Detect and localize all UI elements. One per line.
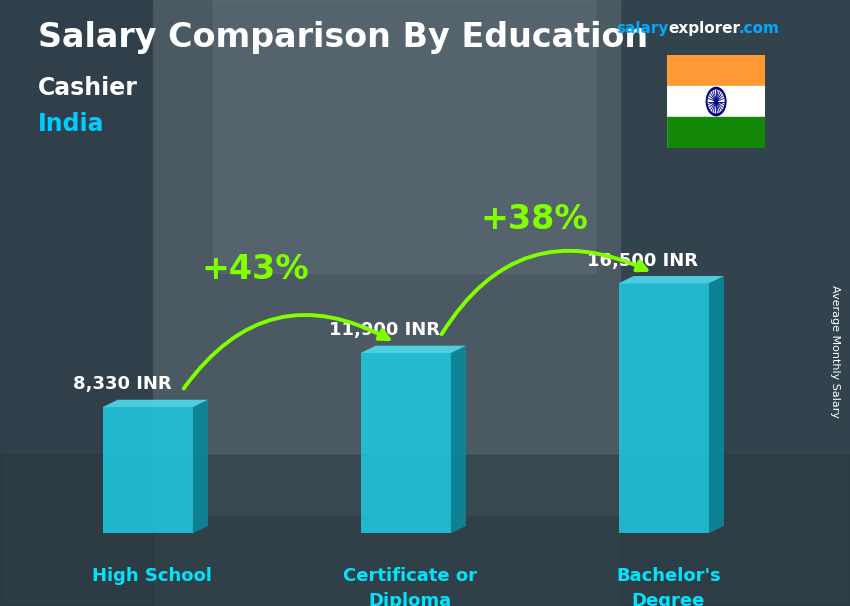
Text: +43%: +43%	[201, 253, 309, 286]
Text: 8,330 INR: 8,330 INR	[72, 376, 171, 393]
Polygon shape	[193, 400, 208, 533]
Circle shape	[706, 87, 726, 116]
Polygon shape	[360, 353, 450, 533]
Polygon shape	[619, 276, 724, 283]
Circle shape	[708, 90, 724, 113]
Text: 16,500 INR: 16,500 INR	[586, 251, 698, 270]
Text: .com: .com	[739, 21, 779, 36]
Bar	[0, 0, 153, 606]
Polygon shape	[450, 345, 466, 533]
Bar	[153, 0, 620, 515]
Text: India: India	[38, 112, 105, 136]
Polygon shape	[103, 400, 208, 407]
Polygon shape	[103, 407, 193, 533]
Text: +38%: +38%	[481, 203, 588, 236]
Text: High School: High School	[93, 567, 212, 585]
Text: explorer: explorer	[668, 21, 740, 36]
Text: Bachelor's
Degree: Bachelor's Degree	[616, 567, 721, 606]
Text: Cashier: Cashier	[38, 76, 138, 100]
Bar	[667, 55, 765, 86]
Polygon shape	[619, 283, 709, 533]
Circle shape	[715, 99, 717, 104]
Polygon shape	[709, 276, 724, 533]
Text: Certificate or
Diploma: Certificate or Diploma	[343, 567, 477, 606]
Text: Salary Comparison By Education: Salary Comparison By Education	[38, 21, 649, 54]
Bar	[0, 454, 850, 606]
Text: Average Monthly Salary: Average Monthly Salary	[830, 285, 840, 418]
Text: salary: salary	[616, 21, 669, 36]
Polygon shape	[360, 345, 466, 353]
Bar	[212, 0, 595, 273]
Bar	[620, 0, 850, 606]
Text: 11,900 INR: 11,900 INR	[329, 321, 439, 339]
Bar	[667, 117, 765, 148]
Bar	[667, 86, 765, 117]
